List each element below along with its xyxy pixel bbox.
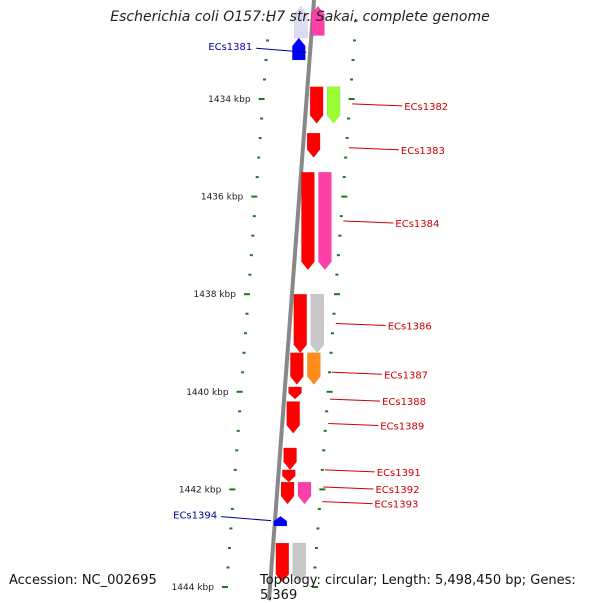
gene-arrow: [275, 542, 290, 583]
gene-arrow: [310, 293, 324, 354]
gene-arrow: [297, 481, 312, 505]
gene-label: ECs1382: [404, 102, 448, 113]
gene-arrow: [286, 401, 300, 434]
label-leader: [332, 371, 383, 375]
gene-arrow: [309, 86, 324, 124]
gene-arrow: [301, 171, 315, 271]
gene-arrow: [311, 5, 325, 36]
gene-arrow: [280, 481, 295, 505]
scale-label: 1440 kbp: [186, 388, 229, 398]
gene-label: ECs1381: [208, 42, 252, 53]
feature-track: [273, 5, 341, 583]
gene-label: ECs1388: [382, 397, 426, 408]
gene-arrow: [288, 386, 302, 400]
gene-arrow: [293, 293, 307, 354]
gene-label: ECs1389: [380, 422, 424, 433]
label-leader: [330, 398, 381, 402]
scale-label: 1442 kbp: [179, 485, 222, 495]
label-leader: [328, 423, 379, 427]
gene-arrow: [283, 447, 297, 471]
gene-arrow: [292, 542, 307, 583]
scale-label: 1436 kbp: [201, 193, 244, 203]
label-leader: [348, 147, 399, 151]
gene-arrow: [282, 469, 296, 483]
label-leader: [335, 322, 386, 326]
scale-label: 1444 kbp: [172, 583, 215, 593]
genome-backbone: [267, 0, 316, 600]
gene-labels: ECs1381 ECs1382 ECs1383 ECs1384 ECs1386 ECs13…: [173, 42, 448, 521]
gene-label: ECs1394: [173, 511, 217, 522]
gene-label: ECs1386: [388, 321, 432, 332]
gene-label: ECs1387: [384, 370, 428, 381]
gene-arrow: [318, 171, 332, 271]
gene-arrow: [290, 352, 304, 385]
gene-label: ECs1384: [395, 219, 439, 230]
label-leader: [343, 220, 394, 224]
topology-text: Topology: circular; Length: 5,498,450 bp…: [260, 573, 576, 603]
gene-label: ECs1392: [375, 485, 419, 496]
gene-arrow: [326, 86, 341, 124]
label-leader: [324, 469, 375, 473]
gene-arrow: [292, 37, 306, 61]
forward-tick-column: [221, 19, 271, 588]
scale-label: 1438 kbp: [194, 290, 237, 300]
scale-labels: 1434 kbp 1436 kbp 1438 kbp 1440 kbp 1442 kbp…: [172, 95, 251, 593]
map-title: Escherichia coli O157:H7 str. Sakai, com…: [110, 9, 490, 25]
label-leader: [256, 47, 307, 53]
gene-arrow: [273, 515, 288, 527]
gene-label: ECs1393: [374, 500, 418, 511]
scale-label: 1434 kbp: [208, 95, 251, 105]
gene-label: ECs1391: [377, 468, 421, 479]
label-leader: [221, 516, 272, 522]
label-leader: [323, 486, 374, 490]
gene-arrow: [294, 5, 308, 39]
gene-label: ECs1383: [401, 146, 445, 157]
accession-text: Accession: NC_002695: [9, 573, 157, 588]
reverse-tick-column: [311, 19, 358, 588]
gene-arrow: [307, 352, 321, 385]
label-leader: [352, 103, 403, 107]
label-leader: [322, 501, 373, 505]
gene-arrow: [306, 132, 321, 158]
